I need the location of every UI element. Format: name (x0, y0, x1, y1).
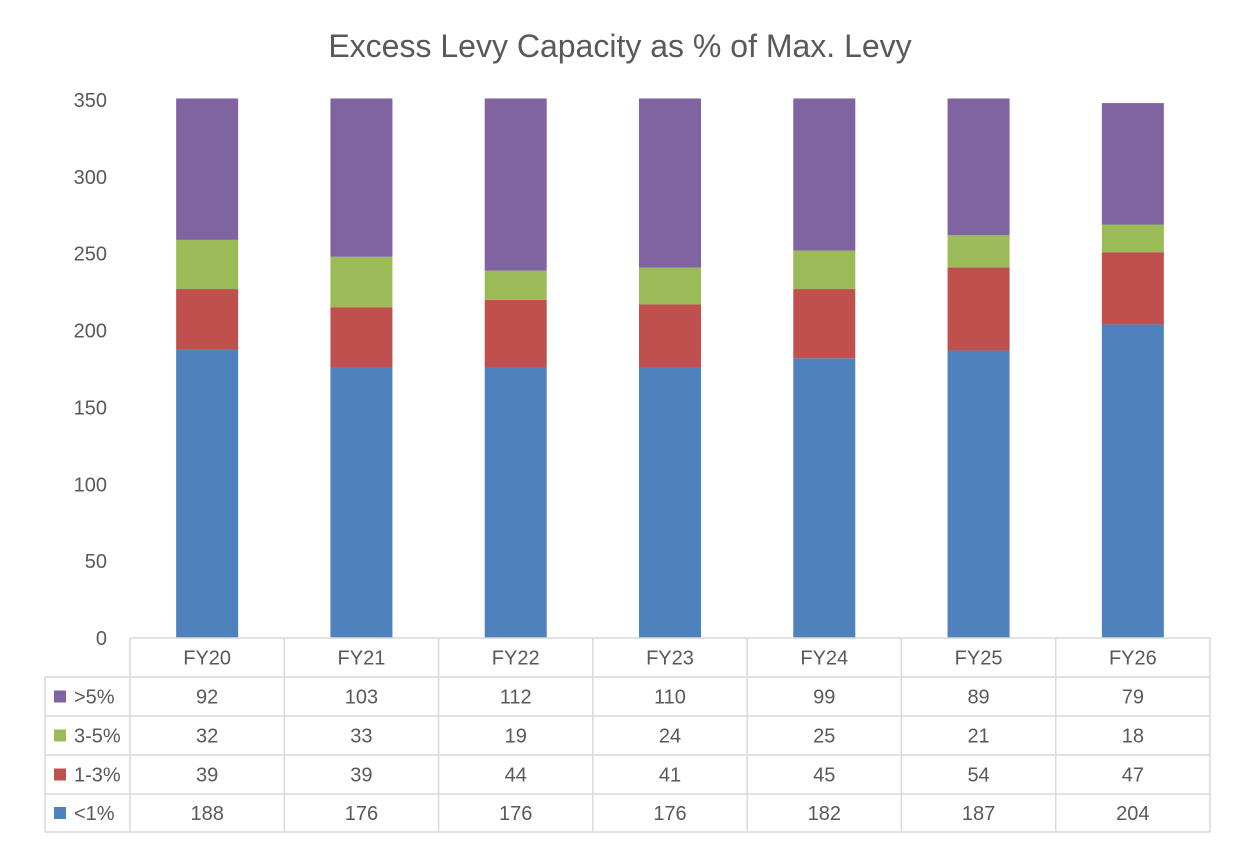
data-label: 45 (813, 765, 835, 787)
bar-segment (484, 98, 547, 271)
data-label: 44 (505, 765, 527, 787)
bar-segment (947, 235, 1010, 268)
data-label: 99 (813, 687, 835, 709)
y-tick-label: 50 (85, 551, 107, 573)
data-label: 21 (967, 726, 989, 748)
legend-label: <1% (74, 803, 115, 825)
chart-title: Excess Levy Capacity as % of Max. Levy (328, 28, 911, 64)
data-label: 89 (967, 687, 989, 709)
data-label: 110 (654, 687, 686, 709)
bar-segment (330, 256, 393, 308)
data-label: 79 (1122, 687, 1144, 709)
data-label: 112 (500, 687, 532, 709)
x-tick-label: FY22 (492, 648, 540, 670)
bar-segment (639, 367, 701, 638)
y-tick-label: 0 (96, 628, 107, 650)
data-label: 188 (190, 803, 223, 825)
legend-swatch (54, 690, 66, 703)
bar-segment (176, 349, 239, 638)
bar-segment (176, 289, 239, 350)
bar-segment (639, 267, 701, 305)
data-label: 25 (813, 726, 835, 748)
x-tick-label: FY20 (183, 648, 231, 670)
legend-label: 1-3% (74, 765, 121, 787)
y-tick-label: 350 (74, 90, 107, 112)
bar-segment (330, 307, 393, 368)
bar-segment (484, 367, 547, 638)
data-table: FY20 FY21 FY22 FY23 FY24 FY25 FY26 >5% 92 103 112 1… (44, 637, 1211, 833)
y-tick-label: 200 (74, 321, 107, 343)
bar-segment (793, 358, 856, 638)
data-label: 176 (499, 803, 532, 825)
bar-segment (1101, 103, 1164, 225)
data-label: 176 (653, 803, 686, 825)
data-label: 18 (1122, 726, 1144, 748)
data-label: 19 (505, 726, 527, 748)
y-axis: 0 50 100 150 200 250 300 350 (74, 90, 107, 650)
data-label: 47 (1122, 765, 1144, 787)
data-label: 32 (196, 726, 218, 748)
y-tick-label: 250 (74, 244, 107, 266)
bar-segment (1101, 324, 1164, 638)
data-label: 24 (659, 726, 681, 748)
data-label: 176 (345, 803, 378, 825)
bar-segment (639, 304, 701, 368)
bar-segment (484, 299, 547, 368)
legend-label: 3-5% (74, 726, 121, 748)
bar-segment (1101, 252, 1164, 325)
bar-segment (330, 98, 393, 257)
x-tick-label: FY24 (800, 648, 848, 670)
bar-segment (793, 289, 856, 359)
data-label: 187 (962, 803, 995, 825)
data-label: 33 (350, 726, 372, 748)
data-label: 204 (1116, 803, 1149, 825)
legend-swatch (54, 729, 66, 742)
x-tick-label: FY26 (1109, 648, 1157, 670)
legend-label: >5% (74, 687, 115, 709)
y-tick-label: 150 (74, 397, 107, 419)
bar-segment (176, 98, 239, 240)
bar-segment (1101, 224, 1164, 253)
x-tick-label: FY25 (955, 648, 1003, 670)
y-tick-label: 300 (74, 167, 107, 189)
legend-swatch (54, 768, 66, 781)
bar-segment (330, 367, 393, 638)
y-tick-label: 100 (74, 474, 107, 496)
bars (176, 98, 1164, 638)
bar-segment (947, 267, 1010, 351)
x-tick-label: FY23 (646, 648, 694, 670)
bar-segment (947, 98, 1010, 236)
bar-segment (639, 98, 701, 268)
bar-segment (484, 270, 547, 300)
data-label: 92 (196, 687, 218, 709)
data-label: 54 (967, 765, 989, 787)
bar-segment (793, 98, 856, 251)
data-label: 103 (345, 687, 378, 709)
data-label: 41 (659, 765, 681, 787)
data-label: 39 (350, 765, 372, 787)
data-label: 182 (808, 803, 841, 825)
bar-segment (793, 250, 856, 290)
bar-segment (176, 239, 239, 290)
x-tick-label: FY21 (338, 648, 386, 670)
bar-segment (947, 350, 1010, 638)
legend-swatch (54, 807, 66, 819)
data-label: 39 (196, 765, 218, 787)
